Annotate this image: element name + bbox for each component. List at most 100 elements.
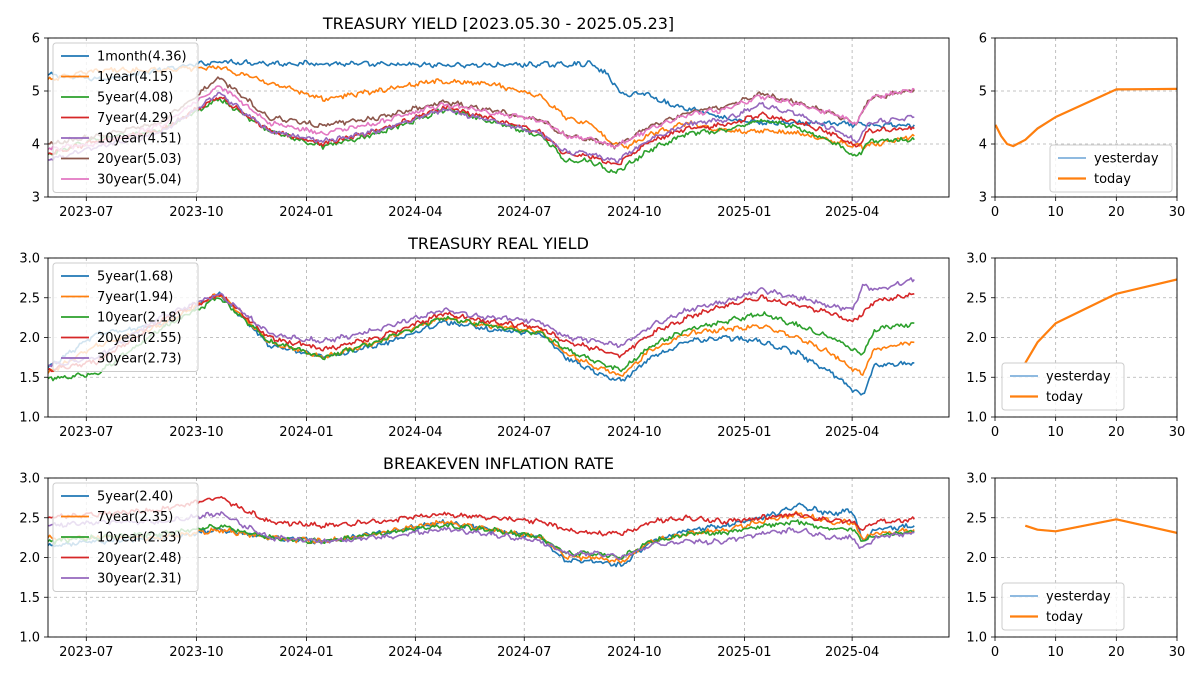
real-legend-label: 10year(2.18): [97, 311, 182, 326]
breakeven-curve-legend-box: [1001, 582, 1125, 631]
real-legend-label: 7year(1.94): [97, 290, 173, 305]
breakeven-legend-label: 10year(2.33): [97, 531, 182, 546]
nominal-curve-xtick-label: 0: [991, 205, 999, 220]
nominal-legend: 1month(4.36) 1year(4.15) 5year(4.08) 7year(…: [52, 42, 199, 193]
nominal-ytick-label: 4: [32, 138, 40, 153]
nominal-curve-axes: 3 4 5 6 0 10 20 30 yesterday today: [979, 32, 1186, 221]
breakeven-curve-ytick-label: 2.5: [966, 511, 987, 526]
real-curve-series-0: [1024, 278, 1177, 364]
real-xtick-label: 2023-10: [169, 425, 223, 440]
breakeven-curve-ytick-label: 3.0: [966, 472, 987, 487]
nominal-curve-xtick-label: 20: [1108, 205, 1125, 220]
real-legend-label: 30year(2.73): [97, 352, 182, 367]
breakeven-ytick-label: 3.0: [19, 472, 40, 487]
breakeven-xtick-label: 2023-07: [59, 645, 113, 660]
nominal-legend-label: 1year(4.15): [97, 70, 173, 85]
breakeven-legend-label: 7year(2.35): [97, 510, 173, 525]
real-xtick-label: 2024-10: [607, 425, 661, 440]
nominal-curve-ytick-label: 5: [979, 85, 987, 100]
breakeven-legend-box: [52, 482, 199, 592]
nominal-ytick-label: 5: [32, 85, 40, 100]
real-curve-legend-box: [1001, 362, 1125, 411]
nominal-curve-legend-label: today: [1094, 172, 1131, 187]
nominal-curve-series-0: [995, 88, 1177, 147]
real-frame: [47, 257, 950, 418]
nominal-curve-xtick-label: 10: [1047, 205, 1064, 220]
nominal-legend-label: 20year(5.03): [97, 152, 182, 167]
nominal-curve-legend-label: yesterday: [1094, 152, 1159, 167]
nominal-curve-series-1: [995, 87, 1177, 148]
real-curve-frame: [994, 257, 1178, 418]
nominal-curve-ytick-label: 6: [979, 32, 987, 47]
real-ytick-label: 2.0: [19, 331, 40, 346]
real-title: TREASURY REAL YIELD: [407, 234, 589, 253]
nominal-curve-ytick-label: 3: [979, 191, 987, 206]
nominal-legend-label: 1month(4.36): [97, 50, 187, 65]
real-curve-xtick-label: 0: [991, 425, 999, 440]
nominal-xtick-label: 2023-10: [169, 205, 223, 220]
real-curve-ytick-label: 3.0: [966, 252, 987, 267]
breakeven-curve-legend: yesterday today: [1001, 582, 1125, 631]
nominal-curve-legend-box: [1049, 144, 1173, 193]
real-legend-label: 5year(1.68): [97, 270, 173, 285]
real-curve-ytick-label: 1.5: [966, 371, 987, 386]
nominal-xtick-label: 2024-07: [497, 205, 551, 220]
breakeven-curve-plot: [1024, 518, 1177, 534]
breakeven-ytick-label: 1.0: [19, 631, 40, 646]
real-curve-xtick-label: 20: [1108, 425, 1125, 440]
nominal-xtick-label: 2025-04: [825, 205, 879, 220]
nominal-ytick-label: 3: [32, 191, 40, 206]
real-legend: 5year(1.68) 7year(1.94) 10year(2.18) 20year…: [52, 262, 199, 372]
breakeven-curve-ytick-label: 1.5: [966, 591, 987, 606]
real-curve-legend-label: today: [1046, 390, 1083, 405]
breakeven-xtick-label: 2025-01: [717, 645, 771, 660]
real-xtick-label: 2025-04: [825, 425, 879, 440]
nominal-xtick-label: 2024-01: [279, 205, 333, 220]
real-ytick-label: 1.0: [19, 411, 40, 426]
real-xtick-label: 2024-04: [388, 425, 442, 440]
nominal-axes: 3 4 5 6 2023-07 2023-10 2024-01 2024-04 2024-07 2…: [32, 14, 950, 220]
nominal-ytick-label: 6: [32, 32, 40, 47]
breakeven-xtick-label: 2025-04: [825, 645, 879, 660]
breakeven-xtick-label: 2024-10: [607, 645, 661, 660]
real-curve-plot: [1024, 278, 1177, 364]
real-curve-legend-label: yesterday: [1046, 370, 1111, 385]
breakeven-curve-legend-label: yesterday: [1046, 590, 1111, 605]
nominal-curve-frame: [994, 37, 1178, 198]
real-ytick-label: 3.0: [19, 252, 40, 267]
breakeven-curve-xtick-label: 30: [1169, 645, 1186, 660]
breakeven-title: BREAKEVEN INFLATION RATE: [383, 454, 614, 473]
real-xtick-label: 2024-01: [279, 425, 333, 440]
real-curve-ytick-label: 1.0: [966, 411, 987, 426]
breakeven-legend-label: 20year(2.48): [97, 551, 182, 566]
breakeven-legend-label: 5year(2.40): [97, 490, 173, 505]
real-legend-box: [52, 262, 199, 372]
breakeven-ytick-label: 2.5: [19, 511, 40, 526]
breakeven-curve-ytick-label: 2.0: [966, 551, 987, 566]
real-ytick-label: 1.5: [19, 371, 40, 386]
nominal-legend-label: 10year(4.51): [97, 132, 182, 147]
breakeven-ytick-label: 1.5: [19, 591, 40, 606]
real-xtick-label: 2025-01: [717, 425, 771, 440]
real-curve-xtick-label: 30: [1169, 425, 1186, 440]
breakeven-xtick-label: 2023-10: [169, 645, 223, 660]
breakeven-legend: 5year(2.40) 7year(2.35) 10year(2.33) 20year…: [52, 482, 199, 592]
nominal-curve-plot: [995, 87, 1177, 148]
breakeven-curve-ytick-label: 1.0: [966, 631, 987, 646]
nominal-curve-legend: yesterday today: [1049, 144, 1173, 193]
real-curve-ytick-label: 2.0: [966, 331, 987, 346]
breakeven-curve-xtick-label: 20: [1108, 645, 1125, 660]
real-xtick-label: 2024-07: [497, 425, 551, 440]
breakeven-curve-frame: [994, 477, 1178, 638]
nominal-xtick-label: 2023-07: [59, 205, 113, 220]
real-curve-ytick-label: 2.5: [966, 291, 987, 306]
nominal-legend-label: 30year(5.04): [97, 173, 182, 188]
nominal-legend-box: [52, 42, 199, 193]
breakeven-curve-xtick-label: 10: [1047, 645, 1064, 660]
breakeven-axes: 1.0 1.5 2.0 2.5 3.0 2023-07 2023-10 2024-01 2024…: [19, 454, 950, 660]
nominal-curve-xtick-label: 30: [1169, 205, 1186, 220]
real-curve-xtick-label: 10: [1047, 425, 1064, 440]
breakeven-xtick-label: 2024-04: [388, 645, 442, 660]
real-curve-legend: yesterday today: [1001, 362, 1125, 411]
